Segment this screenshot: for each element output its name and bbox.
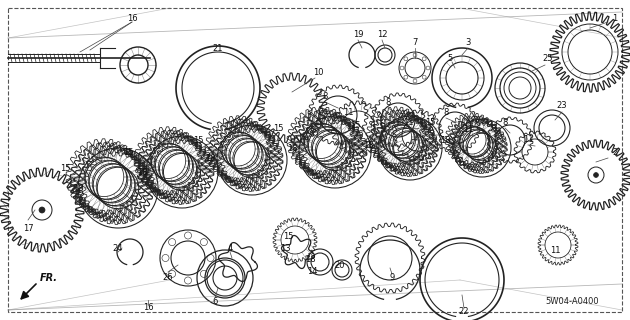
Text: 18: 18 <box>72 183 83 193</box>
Text: 18: 18 <box>287 143 297 153</box>
Text: 5W04-A0400: 5W04-A0400 <box>545 298 598 307</box>
Text: 15: 15 <box>350 121 360 130</box>
Text: 15: 15 <box>425 117 435 126</box>
Text: 26: 26 <box>163 274 173 283</box>
Text: 15: 15 <box>60 164 71 172</box>
Text: 8: 8 <box>502 117 508 126</box>
Text: 18: 18 <box>363 140 374 149</box>
Text: 11: 11 <box>403 117 413 126</box>
Text: 1: 1 <box>612 13 617 22</box>
Text: 8: 8 <box>444 108 449 116</box>
Text: 16: 16 <box>142 303 153 313</box>
Text: 18: 18 <box>205 154 215 163</box>
Text: 8: 8 <box>323 92 328 100</box>
Circle shape <box>39 207 45 213</box>
Text: 3: 3 <box>466 37 471 46</box>
Text: 16: 16 <box>127 13 137 22</box>
Text: FR.: FR. <box>40 273 58 283</box>
Text: 13: 13 <box>280 244 290 252</box>
Text: 12: 12 <box>377 29 387 38</box>
Text: 18: 18 <box>137 167 147 177</box>
Text: 17: 17 <box>23 223 33 233</box>
Text: 11: 11 <box>523 134 533 143</box>
Text: 15: 15 <box>193 135 203 145</box>
Text: 22: 22 <box>459 308 469 316</box>
Text: 15: 15 <box>123 148 134 156</box>
Text: 11: 11 <box>343 108 353 116</box>
Text: 18: 18 <box>440 135 450 145</box>
Text: 23: 23 <box>557 100 567 109</box>
Text: 15: 15 <box>283 231 293 241</box>
Text: 5: 5 <box>447 53 452 62</box>
Text: 11: 11 <box>550 245 560 254</box>
Text: 19: 19 <box>353 29 364 38</box>
Text: 21: 21 <box>213 44 223 52</box>
Text: 6: 6 <box>212 298 218 307</box>
Text: 2: 2 <box>612 148 617 156</box>
Text: 7: 7 <box>412 37 418 46</box>
Text: 18: 18 <box>305 255 315 265</box>
Text: 4: 4 <box>227 244 232 252</box>
Text: 25: 25 <box>543 53 553 62</box>
Text: 11: 11 <box>463 124 473 133</box>
Circle shape <box>593 172 598 177</box>
Text: 10: 10 <box>312 68 323 76</box>
Text: 15: 15 <box>273 124 284 132</box>
Text: 8: 8 <box>386 98 391 107</box>
Text: 24: 24 <box>113 244 123 252</box>
Text: 14: 14 <box>307 268 318 276</box>
Text: 20: 20 <box>335 260 345 269</box>
Text: 9: 9 <box>389 274 394 283</box>
